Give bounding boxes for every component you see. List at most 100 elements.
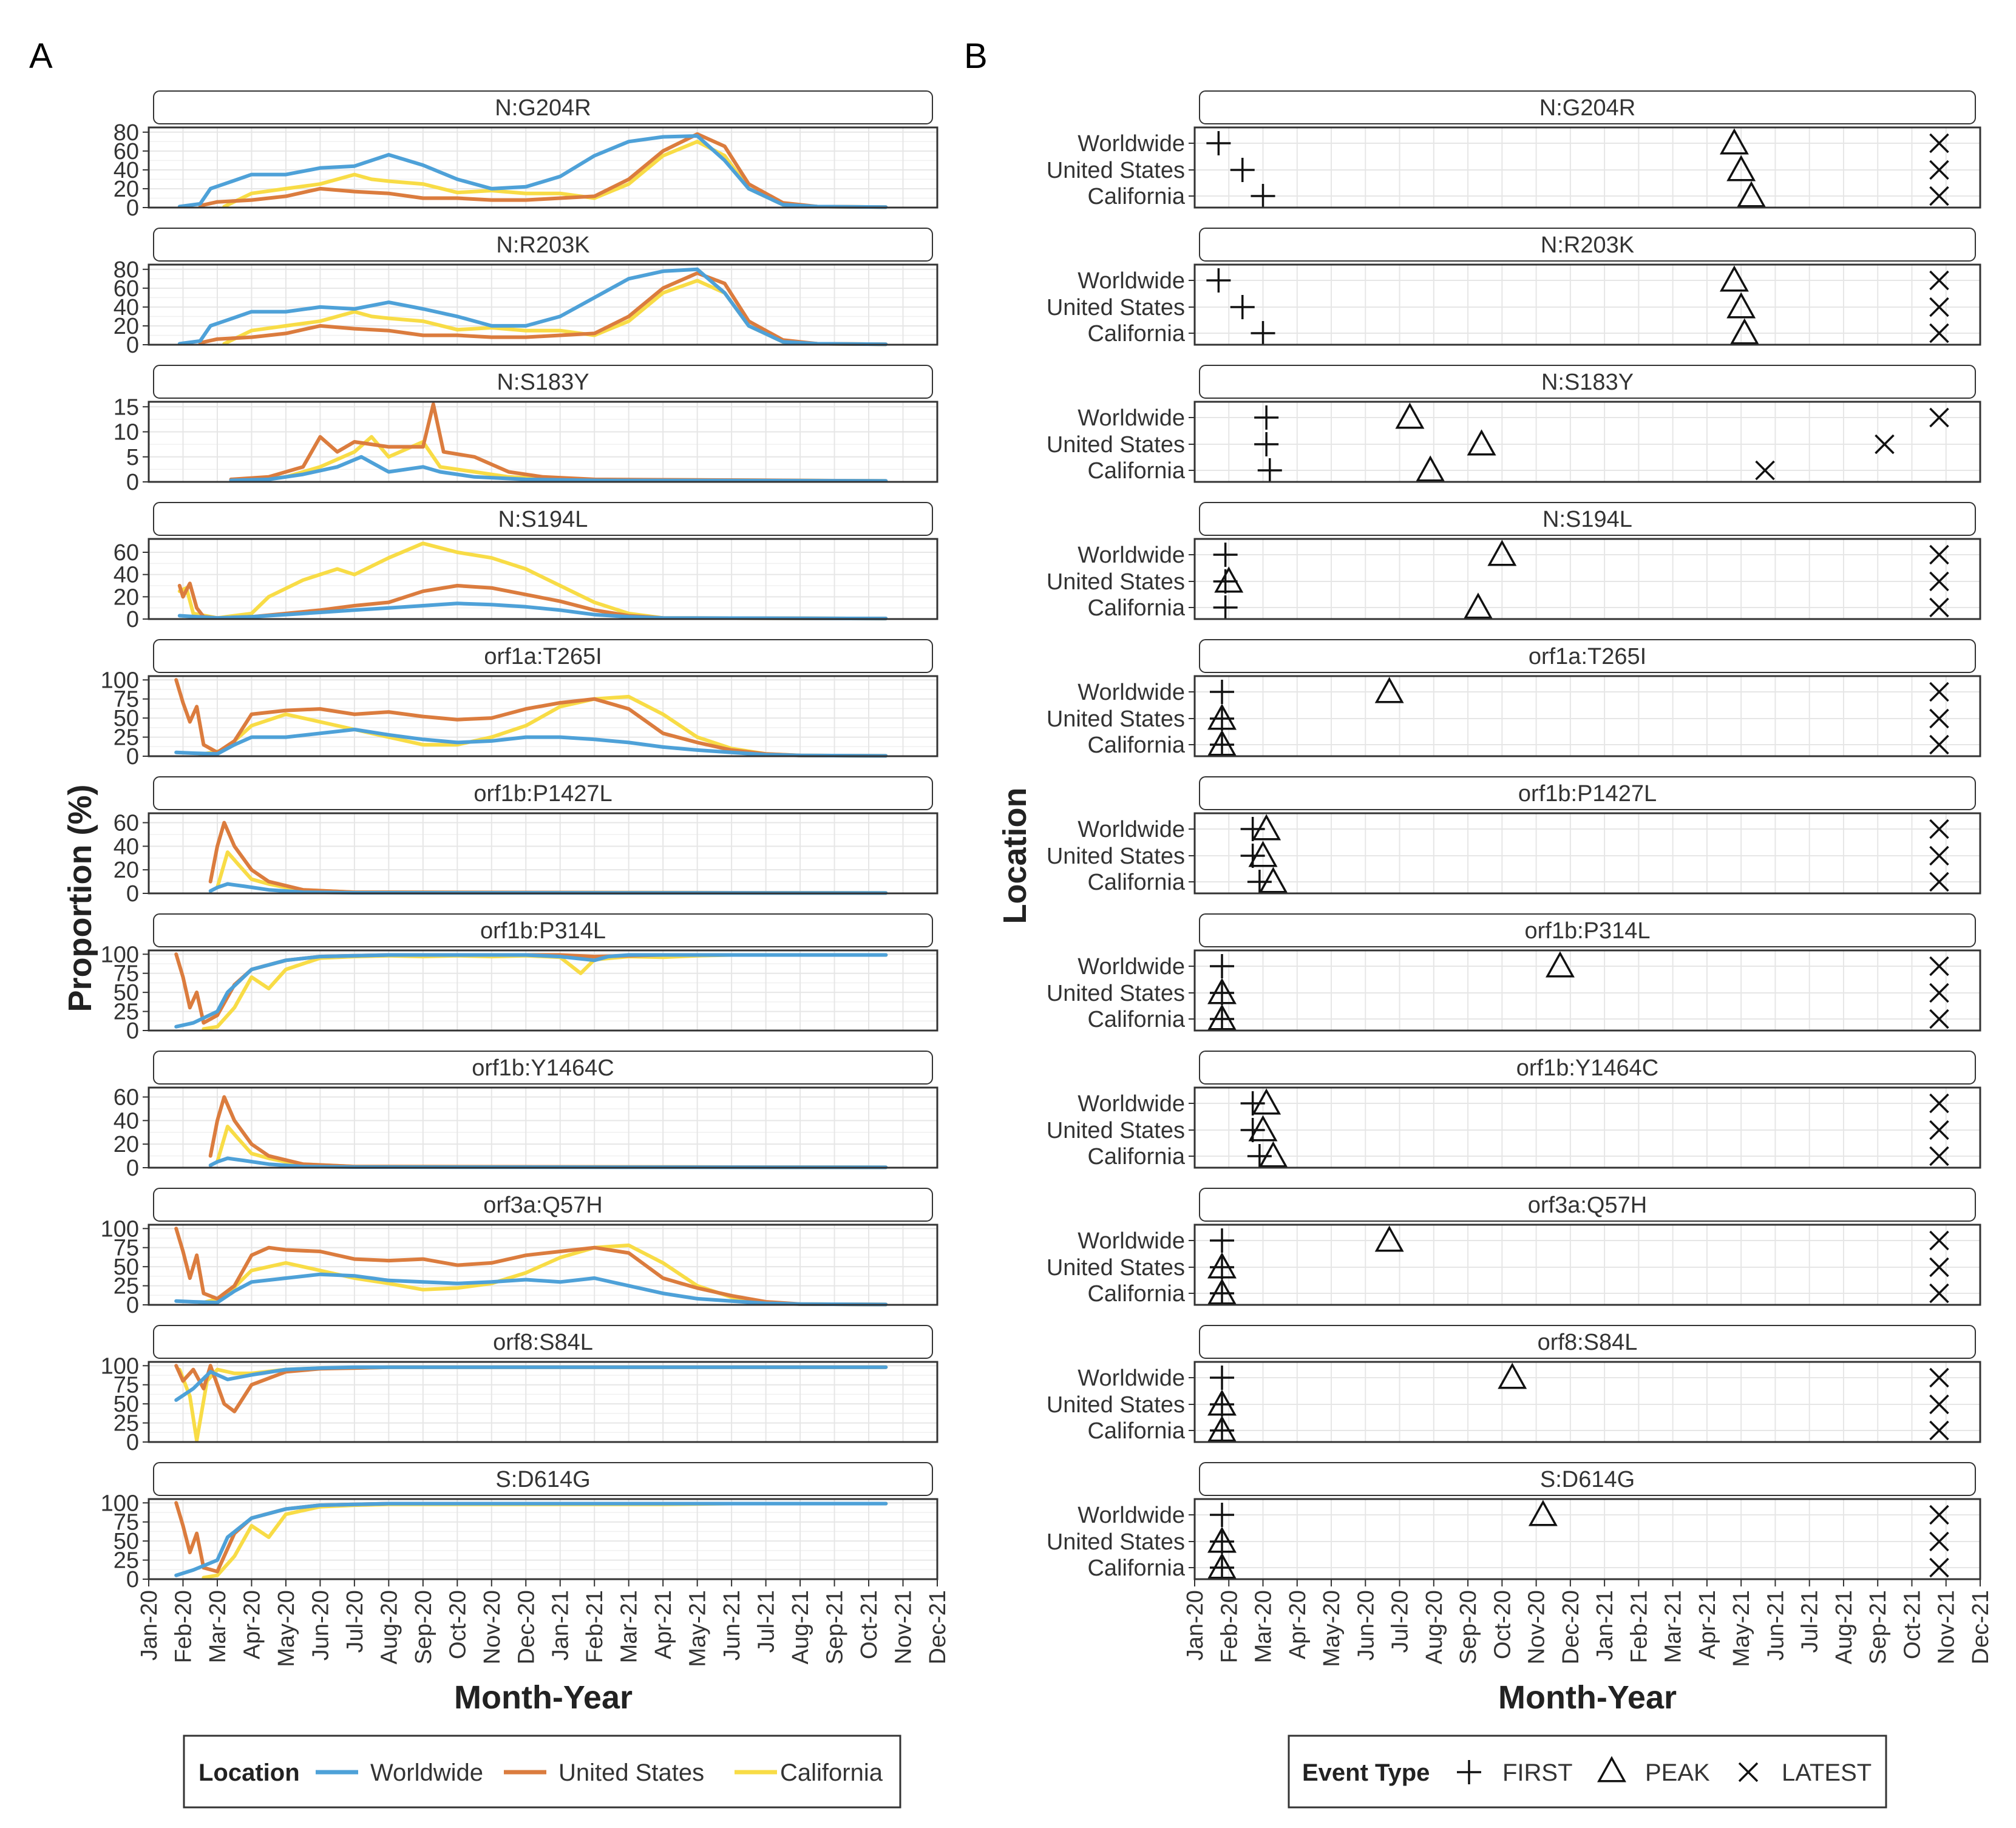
a-x-tick-label: Jul-20 — [342, 1590, 368, 1653]
y-tick-label-california: California — [1087, 1281, 1185, 1307]
event-marker-peak — [1395, 402, 1425, 429]
event-marker-peak — [1207, 703, 1237, 730]
event-marker-first — [1240, 844, 1265, 868]
facet-title: N:S194L — [1543, 507, 1632, 532]
event-marker-peak — [1207, 1415, 1237, 1442]
series-line-worldwide — [174, 728, 888, 758]
series-line-united-states — [198, 132, 888, 209]
event-marker-latest — [1929, 571, 1949, 592]
a-x-tick-label: Oct-21 — [857, 1590, 882, 1659]
series-line-worldwide — [174, 1501, 888, 1577]
series-line-united-states — [198, 271, 888, 347]
facet-strip — [1199, 1462, 1976, 1496]
facet-strip — [1199, 1188, 1976, 1222]
event-marker-peak — [1207, 730, 1237, 756]
event-marker-latest — [1929, 270, 1949, 291]
event-marker-latest — [1929, 1557, 1949, 1578]
series-line-worldwide — [177, 134, 888, 209]
a-x-tick-label: Jul-21 — [754, 1590, 779, 1653]
event-marker-peak — [1498, 1363, 1527, 1389]
a-x-tick-label: Jun-21 — [719, 1590, 745, 1660]
facet-title: orf1b:P314L — [1524, 918, 1650, 944]
y-tick-label: 15 — [114, 394, 139, 420]
event-marker-first — [1210, 954, 1235, 978]
y-tick-label-california: California — [1087, 870, 1185, 895]
a-x-tick-label: May-20 — [274, 1590, 299, 1667]
plot-frame — [1193, 126, 1981, 209]
y-tick-label: 25 — [114, 1548, 139, 1574]
facet-strip — [1199, 1325, 1976, 1359]
y-tick-label-united-states: United States — [1047, 1255, 1185, 1281]
plot-frame — [1193, 949, 1981, 1032]
facet-title: N:S183Y — [1541, 370, 1634, 395]
plot-frame — [1193, 263, 1981, 346]
event-marker-peak — [1207, 1526, 1237, 1553]
event-marker-peak — [1719, 265, 1749, 292]
y-tick-label: 75 — [114, 1510, 139, 1535]
legend-location: Location Worldwide United States California — [183, 1735, 901, 1809]
event-marker-peak — [1248, 841, 1278, 867]
series-line-united-states — [177, 581, 888, 621]
y-tick-label: 80 — [114, 120, 139, 146]
event-marker-first — [1251, 321, 1275, 345]
b-x-tick-label: Jul-20 — [1388, 1590, 1413, 1653]
a-x-tick-label: Feb-21 — [582, 1590, 608, 1663]
y-tick-label-california: California — [1087, 321, 1185, 347]
y-tick-label: 100 — [101, 1491, 139, 1516]
y-tick-label: 20 — [114, 314, 139, 339]
event-marker-first — [1210, 680, 1235, 704]
y-tick-label-worldwide: Worldwide — [1078, 1503, 1185, 1528]
event-marker-latest — [1875, 434, 1895, 455]
event-marker-first — [1251, 184, 1275, 208]
y-tick-label-california: California — [1087, 184, 1185, 209]
series-line-worldwide — [229, 455, 888, 483]
b-x-tick-label: Dec-20 — [1558, 1590, 1584, 1665]
a-x-tick-label: Aug-21 — [788, 1590, 813, 1665]
event-marker-peak — [1207, 1389, 1237, 1416]
event-marker-first — [1247, 1144, 1272, 1168]
b-x-tick-label: Aug-20 — [1422, 1590, 1447, 1665]
plot-frame — [148, 126, 938, 209]
facet-title: N:R203K — [496, 232, 589, 258]
y-tick-label-worldwide: Worldwide — [1078, 131, 1185, 157]
y-tick-label: 0 — [126, 1156, 139, 1181]
event-marker-first — [1206, 131, 1231, 155]
event-marker-peak — [1374, 1225, 1404, 1252]
event-marker-latest — [1929, 133, 1949, 154]
y-tick-label: 75 — [114, 687, 139, 713]
event-marker-latest — [1929, 845, 1949, 866]
b-x-tick-label: Jun-20 — [1353, 1590, 1379, 1660]
facet-strip — [153, 776, 933, 810]
event-marker-latest — [1929, 597, 1949, 618]
y-tick-label-worldwide: Worldwide — [1078, 543, 1185, 568]
facet-title: orf8:S84L — [1538, 1330, 1638, 1355]
y-tick-label: 60 — [114, 1085, 139, 1111]
event-marker-peak — [1729, 318, 1759, 345]
y-tick-label: 25 — [114, 1274, 139, 1299]
facet-title: orf3a:Q57H — [483, 1193, 602, 1218]
event-marker-latest — [1929, 1093, 1949, 1114]
facet-strip — [153, 913, 933, 947]
legend-label-california: California — [780, 1759, 883, 1786]
y-tick-label-worldwide: Worldwide — [1078, 680, 1185, 705]
event-marker-latest — [1929, 983, 1949, 1003]
series-line-worldwide — [177, 267, 888, 347]
panel-a-line-charts: N:G204R020406080N:R203K020406080N:S183Y0… — [62, 90, 951, 1809]
event-marker-latest — [1929, 1505, 1949, 1525]
event-marker-latest — [1738, 1762, 1759, 1782]
b-x-tick-label: Jan-20 — [1183, 1590, 1208, 1660]
y-tick-label: 50 — [114, 980, 139, 1006]
event-marker-latest — [1929, 1257, 1949, 1278]
b-x-tick-label: Sep-20 — [1456, 1590, 1481, 1665]
event-marker-peak — [1248, 1115, 1278, 1142]
